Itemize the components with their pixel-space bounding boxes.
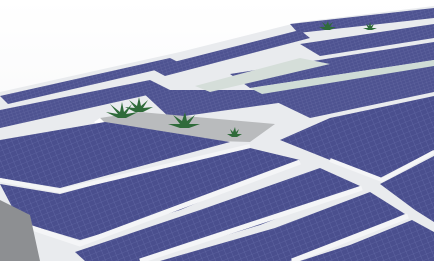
solar-roof-render — [0, 0, 434, 261]
page: (() => { const data = JSON.parse(documen… — [0, 0, 434, 261]
